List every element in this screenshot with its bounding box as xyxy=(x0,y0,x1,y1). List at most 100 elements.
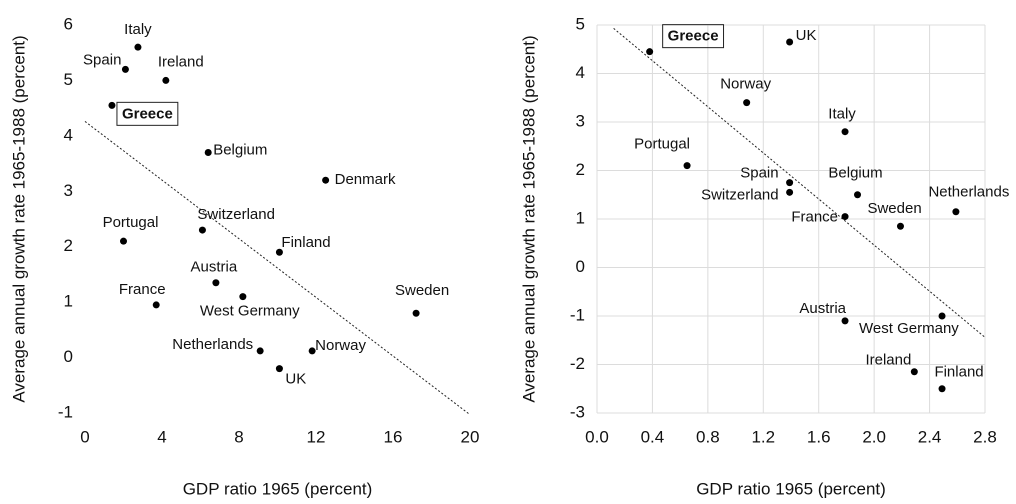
point-label: Switzerland xyxy=(197,206,275,223)
point xyxy=(841,317,849,325)
point-label: Greece xyxy=(668,28,719,45)
x-tick-label: 2.4 xyxy=(918,427,942,446)
point xyxy=(198,226,206,234)
point xyxy=(786,188,794,196)
x-axis-label: GDP ratio 1965 (percent) xyxy=(696,479,886,498)
y-tick-label: 5 xyxy=(576,14,585,33)
point-label: Finland xyxy=(934,364,983,381)
point xyxy=(412,309,420,317)
point xyxy=(646,48,654,56)
point-label: Belgium xyxy=(828,165,882,182)
point xyxy=(256,347,264,355)
y-axis-label: Average annual growth rate 1965-1988 (pe… xyxy=(519,35,538,402)
point xyxy=(308,347,316,355)
point xyxy=(322,176,330,184)
point xyxy=(910,368,918,376)
point xyxy=(121,65,129,73)
y-tick-label: 0 xyxy=(576,257,585,276)
point-label: Finland xyxy=(281,234,330,251)
point xyxy=(683,162,691,170)
point xyxy=(841,128,849,136)
x-tick-label: 16 xyxy=(384,427,403,446)
trend-line xyxy=(613,28,986,338)
point-label: Ireland xyxy=(158,53,204,70)
x-tick-label: 2.0 xyxy=(862,427,886,446)
x-tick-label: 2.8 xyxy=(973,427,997,446)
point-label: Austria xyxy=(191,259,238,276)
point xyxy=(786,38,794,46)
point xyxy=(743,99,751,107)
point-label: Belgium xyxy=(213,141,267,158)
y-tick-label: 6 xyxy=(64,14,73,33)
x-tick-label: 0.0 xyxy=(585,427,609,446)
point-label: West Germany xyxy=(859,320,959,337)
point xyxy=(212,279,220,287)
y-tick-label: 2 xyxy=(576,160,585,179)
point xyxy=(239,293,247,301)
y-tick-label: 4 xyxy=(64,125,73,144)
point-label: Italy xyxy=(828,106,856,123)
point xyxy=(162,76,170,84)
point xyxy=(204,148,212,156)
point-label: Denmark xyxy=(335,171,396,188)
point xyxy=(275,365,283,373)
point-label: Spain xyxy=(740,165,778,182)
point-label: Spain xyxy=(83,51,121,68)
point xyxy=(938,385,946,393)
y-tick-label: 0 xyxy=(64,347,73,366)
point xyxy=(854,191,862,199)
point xyxy=(108,101,116,109)
point xyxy=(152,301,160,309)
point xyxy=(134,43,142,51)
point-label: Norway xyxy=(315,337,366,354)
x-tick-label: 4 xyxy=(157,427,166,446)
point xyxy=(841,213,849,221)
point-label: Italy xyxy=(124,21,152,38)
point-label: Portugal xyxy=(634,136,690,153)
x-tick-label: 1.6 xyxy=(807,427,831,446)
y-tick-label: -1 xyxy=(570,305,585,324)
point-label: Netherlands xyxy=(928,184,1009,201)
point xyxy=(938,312,946,320)
y-tick-label: 4 xyxy=(576,63,585,82)
y-tick-label: 3 xyxy=(64,181,73,200)
y-tick-label: 1 xyxy=(576,208,585,227)
point xyxy=(896,222,904,230)
x-tick-label: 12 xyxy=(307,427,326,446)
y-tick-label: 1 xyxy=(64,292,73,311)
x-tick-label: 0.8 xyxy=(696,427,720,446)
point xyxy=(952,208,960,216)
point-label: Portugal xyxy=(103,214,159,231)
label-box xyxy=(662,24,725,49)
point xyxy=(786,179,794,187)
point-label: Ireland xyxy=(865,352,911,369)
point xyxy=(275,248,283,256)
x-tick-label: 8 xyxy=(234,427,243,446)
point-label: West Germany xyxy=(200,303,300,320)
y-tick-label: 2 xyxy=(64,236,73,255)
point-label: Austria xyxy=(799,300,846,317)
x-axis-label: GDP ratio 1965 (percent) xyxy=(183,479,373,498)
point-label: UK xyxy=(796,27,817,44)
point-label: Norway xyxy=(720,76,771,93)
trend-line xyxy=(84,121,471,416)
y-tick-label: 3 xyxy=(576,111,585,130)
point-label: Greece xyxy=(122,105,173,122)
point-label: Switzerland xyxy=(701,186,779,203)
point-label: Sweden xyxy=(395,282,449,299)
y-tick-label: -1 xyxy=(58,402,73,421)
point-label: France xyxy=(791,209,838,226)
point-label: France xyxy=(119,281,166,298)
x-tick-label: 1.2 xyxy=(751,427,775,446)
y-tick-label: -2 xyxy=(570,354,585,373)
y-axis-label: Average annual growth rate 1965-1988 (pe… xyxy=(9,35,28,402)
label-box xyxy=(116,101,179,126)
point-label: Netherlands xyxy=(172,336,253,353)
point-label: Sweden xyxy=(867,200,921,217)
point-label: UK xyxy=(285,371,306,388)
x-tick-label: 0.4 xyxy=(641,427,665,446)
x-tick-label: 20 xyxy=(461,427,480,446)
point xyxy=(120,237,127,245)
y-tick-label: 5 xyxy=(64,70,73,89)
